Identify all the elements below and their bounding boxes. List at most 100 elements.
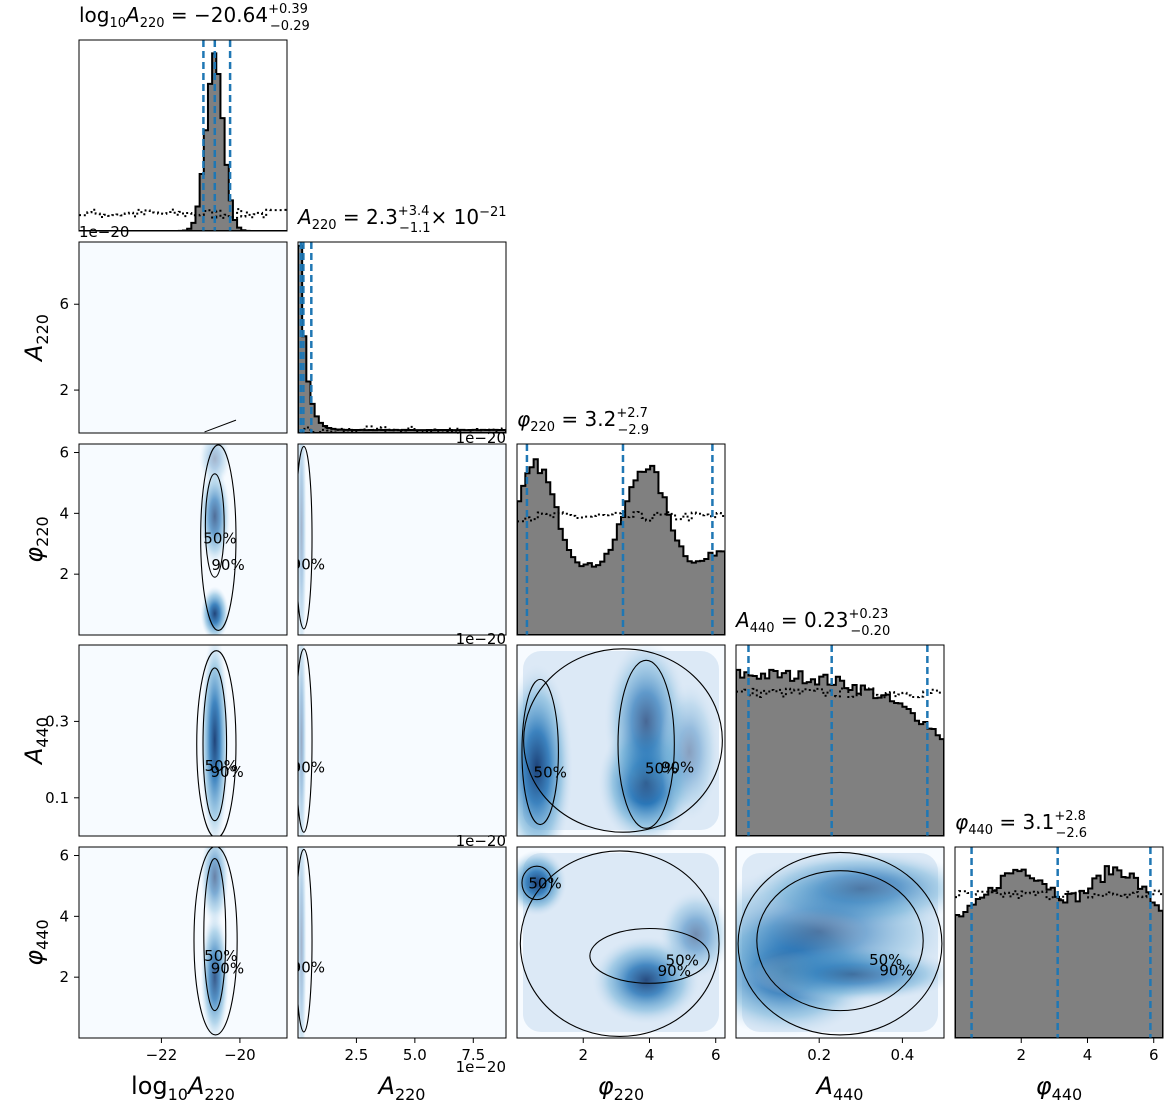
contour-label: 90% (292, 959, 325, 977)
axes-frame (297, 846, 507, 1039)
prior-phi440 (955, 889, 1163, 901)
kde-background (79, 242, 287, 433)
prior-A440 (736, 687, 944, 699)
diag-panel-A220: A220 = 2.3+3.4 −1.1× 10−21 (296, 204, 507, 434)
contour-50pct (617, 659, 675, 829)
x-tick-label-A440: 0.4 (890, 1046, 914, 1064)
x-tick-label-phi220: 6 (711, 1046, 721, 1064)
contour-90pct (519, 850, 720, 1038)
kde-background (298, 444, 506, 635)
contour-50pct (521, 865, 553, 901)
kde-density-blob (517, 850, 567, 916)
axes-frame (735, 846, 945, 1039)
kde-background (79, 444, 287, 635)
x-tick-label-A220: 2.5 (344, 1046, 368, 1064)
diag-panel-logA220: log10A220 = −20.64+0.39 −0.29 (78, 2, 310, 232)
kde-density-blob (298, 645, 307, 836)
axes-frame (78, 846, 288, 1039)
histogram-logA220 (79, 52, 287, 231)
y-tick-label-A220: 2 (59, 381, 69, 399)
kde-density-blob (200, 911, 229, 1038)
diag-title-phi220: φ220 = 3.2+2.7 −2.9 (517, 406, 649, 438)
diag-title-logA220: log10A220 = −20.64+0.39 −0.29 (79, 2, 310, 34)
x-tick-label-logA220: −22 (146, 1046, 178, 1064)
x-tick-label-phi220: 4 (645, 1046, 655, 1064)
axes-frame (78, 39, 288, 232)
axes-frame (297, 241, 507, 434)
contour-90pct (298, 445, 313, 630)
kde-panel-phi220-phi440: 90%50%50% (516, 846, 726, 1039)
x-tick-label-logA220: −20 (224, 1046, 256, 1064)
x-offset-text: 1e−20 (456, 1058, 506, 1076)
axes-frame (516, 443, 726, 636)
kde-density-blob (199, 444, 231, 486)
contour-90pct (196, 650, 237, 836)
contour-label: 50% (528, 875, 561, 893)
axes-frame (297, 644, 507, 837)
offset-text: 1e−20 (456, 832, 506, 850)
axes-frame (516, 644, 726, 837)
x-axis-label-logA220: log10A220 (131, 1072, 235, 1104)
kde-background (298, 847, 506, 1038)
y-tick-label-phi440: 2 (59, 968, 69, 986)
x-tick-label-A220: 5.0 (403, 1046, 427, 1064)
contour-label: 90% (211, 960, 244, 978)
contour-90pct (298, 848, 313, 1033)
offset-text: 1e−20 (456, 429, 506, 447)
kde-density-blob (200, 586, 229, 635)
histogram-phi220 (517, 458, 725, 635)
prior-logA220 (79, 208, 287, 219)
x-axis-label-A220: A220 (377, 1072, 426, 1104)
contour-50pct (203, 858, 227, 1012)
diag-panel-phi220: φ220 = 3.2+2.7 −2.9 (516, 406, 726, 636)
axes-frame (78, 443, 288, 636)
y-axis-label-phi220: φ220 (20, 516, 52, 562)
kde-density-blob (659, 683, 720, 821)
y-axis-label-A220: A220 (20, 314, 52, 363)
axes-frame (78, 241, 288, 434)
kde-panel-A220-phi220: 90% (292, 443, 507, 636)
diag-title-A440: A440 = 0.23+0.23 −0.20 (734, 607, 890, 639)
y-tick-label-A220: 6 (59, 295, 69, 313)
diag-panel-A440: A440 = 0.23+0.23 −0.20 (734, 607, 945, 837)
kde-panel-A220-phi440: 90% (292, 846, 507, 1039)
contour-label: 90% (661, 759, 694, 777)
contour-90pct (523, 648, 723, 833)
prior-phi220 (517, 510, 725, 523)
y-tick-label-phi440: 4 (59, 907, 69, 925)
histogram-A440 (736, 668, 944, 836)
kde-panel-A440-phi440: 90%50% (735, 846, 945, 1039)
contour-50pct (204, 473, 225, 578)
y-tick-label-phi220: 4 (59, 504, 69, 522)
contour-90pct (200, 444, 237, 631)
y-axis-label-A440: A440 (20, 717, 52, 766)
histogram-A220 (298, 244, 506, 433)
contour-label: 50% (205, 757, 238, 775)
x-tick-label-phi220: 2 (578, 1046, 588, 1064)
contour-label: 90% (879, 962, 912, 980)
contour-50pct (756, 870, 924, 1012)
axes-frame (78, 644, 288, 837)
x-axis-label-phi220: φ220 (598, 1072, 644, 1104)
contour-50pct (589, 927, 710, 984)
y-tick-label-phi220: 6 (59, 444, 69, 462)
kde-density-blob (298, 444, 307, 635)
contour-label: 50% (534, 763, 567, 781)
y-tick-label-A440: 0.3 (45, 712, 69, 730)
kde-panel-logA220-A440: 90%50% (78, 644, 288, 837)
contour-90pct (298, 648, 313, 833)
contour-label: 50% (204, 947, 237, 965)
contour-90pct (193, 847, 238, 1036)
kde-background (298, 645, 506, 836)
histogram-phi440 (955, 865, 1163, 1038)
kde-density-blob (199, 467, 231, 566)
diag-title-A220: A220 = 2.3+3.4 −1.1× 10−21 (296, 204, 507, 236)
x-tick-label-phi440: 2 (1016, 1046, 1026, 1064)
kde-panel-logA220-phi440: 90%50% (78, 846, 288, 1039)
x-axis-label-phi440: φ440 (1036, 1072, 1082, 1104)
offset-text: 1e−20 (456, 630, 506, 648)
contour-label: 90% (292, 556, 325, 574)
kde-background (79, 645, 287, 836)
contour-50pct (202, 667, 228, 822)
